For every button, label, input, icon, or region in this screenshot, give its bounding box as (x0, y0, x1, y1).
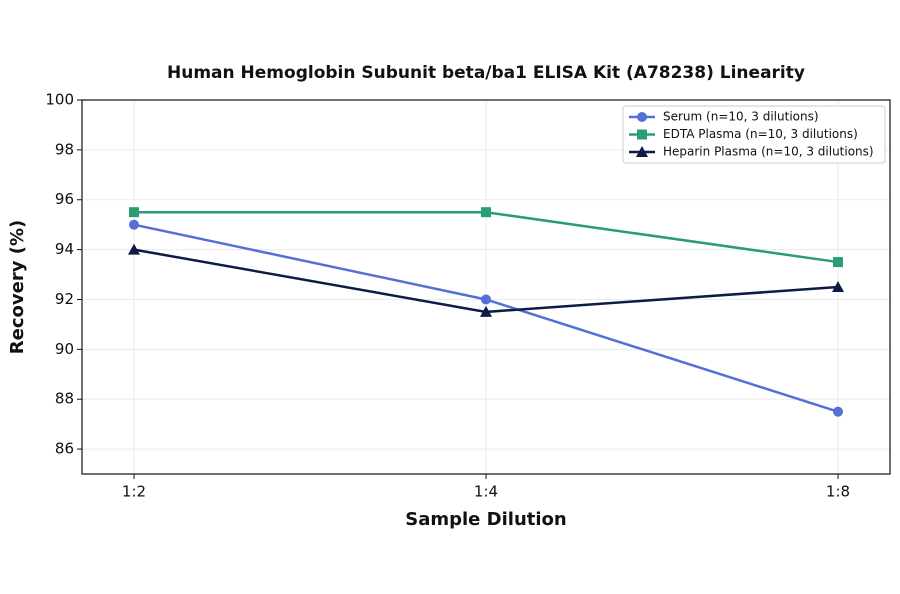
y-tick-label: 96 (55, 190, 74, 208)
marker (636, 146, 648, 157)
x-axis-label: Sample Dilution (405, 509, 566, 530)
y-tick-label: 88 (55, 390, 74, 408)
chart-title: Human Hemoglobin Subunit beta/ba1 ELISA … (167, 63, 805, 83)
marker (833, 257, 843, 268)
marker (128, 243, 140, 255)
legend-box (622, 105, 886, 164)
marker (637, 129, 647, 140)
marker (129, 219, 139, 230)
plot-frame (81, 99, 891, 475)
y-tick-label: 98 (55, 140, 74, 158)
marker (833, 406, 843, 417)
legend-label: Serum (n=10, 3 dilutions) (663, 110, 819, 124)
marker (637, 112, 647, 122)
marker (480, 305, 492, 317)
y-tick-label: 86 (55, 440, 74, 458)
y-axis-label: Recovery (%) (7, 220, 28, 354)
y-tick-label: 94 (55, 240, 74, 258)
marker (481, 294, 491, 305)
marker (832, 281, 844, 292)
legend-label: Heparin Plasma (n=10, 3 dilutions) (663, 145, 874, 159)
legend-label: EDTA Plasma (n=10, 3 dilutions) (663, 127, 858, 141)
y-tick-label: 100 (45, 91, 74, 109)
y-tick-label: 90 (55, 340, 74, 358)
x-tick-label: 1:4 (474, 483, 498, 501)
marker (129, 207, 139, 218)
marker (481, 207, 491, 218)
x-tick-label: 1:2 (122, 483, 146, 501)
x-tick-label: 1:8 (826, 483, 850, 501)
y-tick-label: 92 (55, 290, 74, 308)
